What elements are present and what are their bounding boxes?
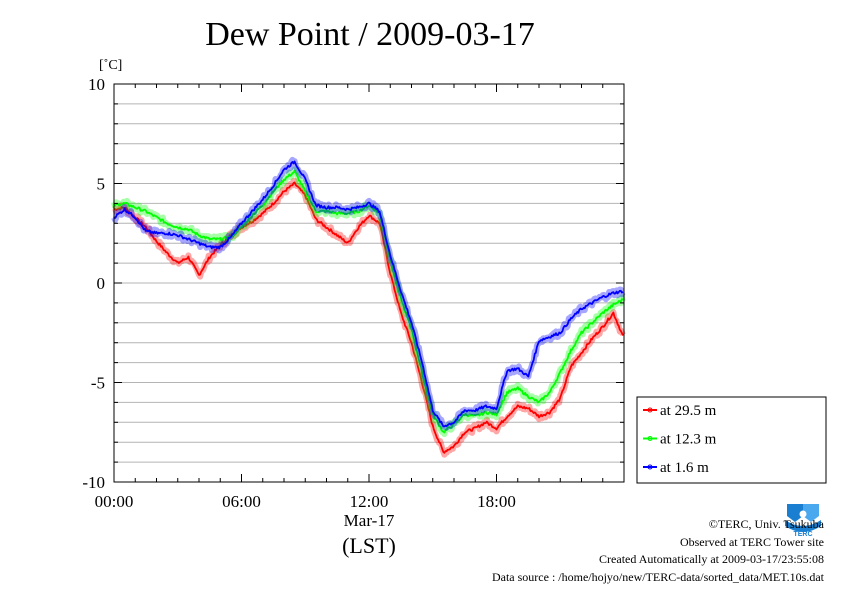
legend: at 29.5 m at 12.3 m at 1.6 m (636, 396, 827, 484)
y-tick-label: 10 (88, 75, 105, 94)
y-tick-labels: 10 5 0 -5 -10 (82, 75, 105, 492)
credits-block: ©TERC, Univ. Tsukuba Observed at TERC To… (492, 516, 824, 586)
y-tick-label: 5 (97, 175, 106, 194)
legend-item: at 12.3 m (643, 432, 717, 448)
chart-title: Dew Point / 2009-03-17 (205, 16, 535, 53)
grid-lines (114, 103, 624, 463)
legend-label: at 29.5 m (660, 403, 717, 419)
series-0 (112, 177, 626, 458)
legend-label: at 1.6 m (660, 460, 709, 476)
series-band (111, 156, 626, 431)
y-axis-unit-label: [˚C] (99, 58, 122, 73)
x-tick-label: 12:00 (350, 492, 389, 511)
x-tick-labels: 00:00 06:00 12:00 18:00 (95, 492, 516, 511)
created-text: Created Automatically at 2009-03-17/23:5… (599, 552, 824, 566)
x-tick-label: 00:00 (95, 492, 134, 511)
y-tick-label: -10 (82, 473, 105, 492)
copyright-text: ©TERC, Univ. Tsukuba (708, 517, 824, 531)
legend-marker (647, 407, 653, 413)
series-line (113, 169, 624, 434)
x-tick-label: 06:00 (222, 492, 261, 511)
series-2 (111, 156, 626, 431)
series-line (113, 160, 624, 428)
time-zone-label: (LST) (342, 533, 396, 558)
series-1 (111, 166, 626, 438)
site-text: Observed at TERC Tower site (679, 534, 824, 549)
terc-logo: TERC (781, 502, 825, 538)
series-layer (111, 156, 626, 458)
y-tick-label: 0 (97, 274, 106, 293)
legend-marker (647, 436, 653, 441)
series-line (113, 181, 624, 454)
legend-item: at 29.5 m (643, 403, 717, 419)
legend-marker (647, 464, 653, 470)
legend-label: at 12.3 m (660, 432, 717, 448)
x-tick-label: 18:00 (477, 492, 516, 511)
date-label: Mar-17 (344, 511, 395, 530)
data-source-text: Data source : /home/hojyo/new/TERC-data/… (491, 569, 824, 584)
legend-box (636, 396, 827, 484)
legend-items: at 29.5 m at 12.3 m at 1.6 m (643, 403, 717, 476)
logo-text: TERC (793, 531, 812, 538)
legend-item: at 1.6 m (643, 460, 709, 476)
plot-frame (113, 83, 625, 483)
y-tick-label: -5 (91, 374, 105, 393)
